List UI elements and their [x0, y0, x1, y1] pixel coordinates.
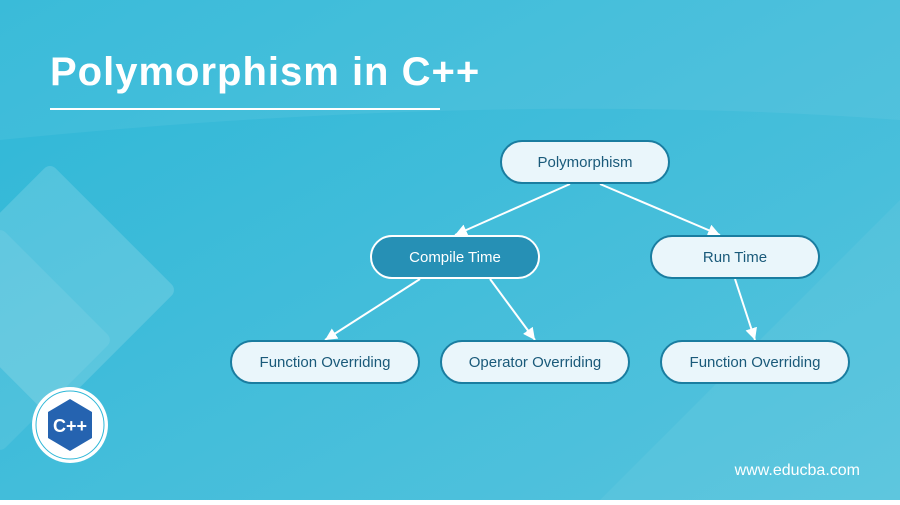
title-underline	[50, 108, 440, 110]
edge-0	[455, 184, 570, 235]
page-title: Polymorphism in C++	[50, 50, 480, 95]
edge-1	[600, 184, 720, 235]
infographic-canvas: Polymorphism in C++ Polymorphism Compile …	[0, 0, 900, 500]
node-func_over2: Function Overriding	[660, 340, 850, 384]
node-runtime: Run Time	[650, 235, 820, 279]
website-url: www.educba.com	[735, 462, 860, 480]
node-compile: Compile Time	[370, 235, 540, 279]
node-func_over1: Function Overriding	[230, 340, 420, 384]
cpp-logo: C++	[30, 385, 110, 470]
svg-text:C++: C++	[53, 416, 87, 436]
node-op_over: Operator Overriding	[440, 340, 630, 384]
edge-4	[735, 279, 755, 340]
edge-3	[490, 279, 535, 340]
node-root: Polymorphism	[500, 140, 670, 184]
edge-2	[325, 279, 420, 340]
tree-diagram: Polymorphism Compile Time Run Time Function…	[220, 140, 880, 420]
